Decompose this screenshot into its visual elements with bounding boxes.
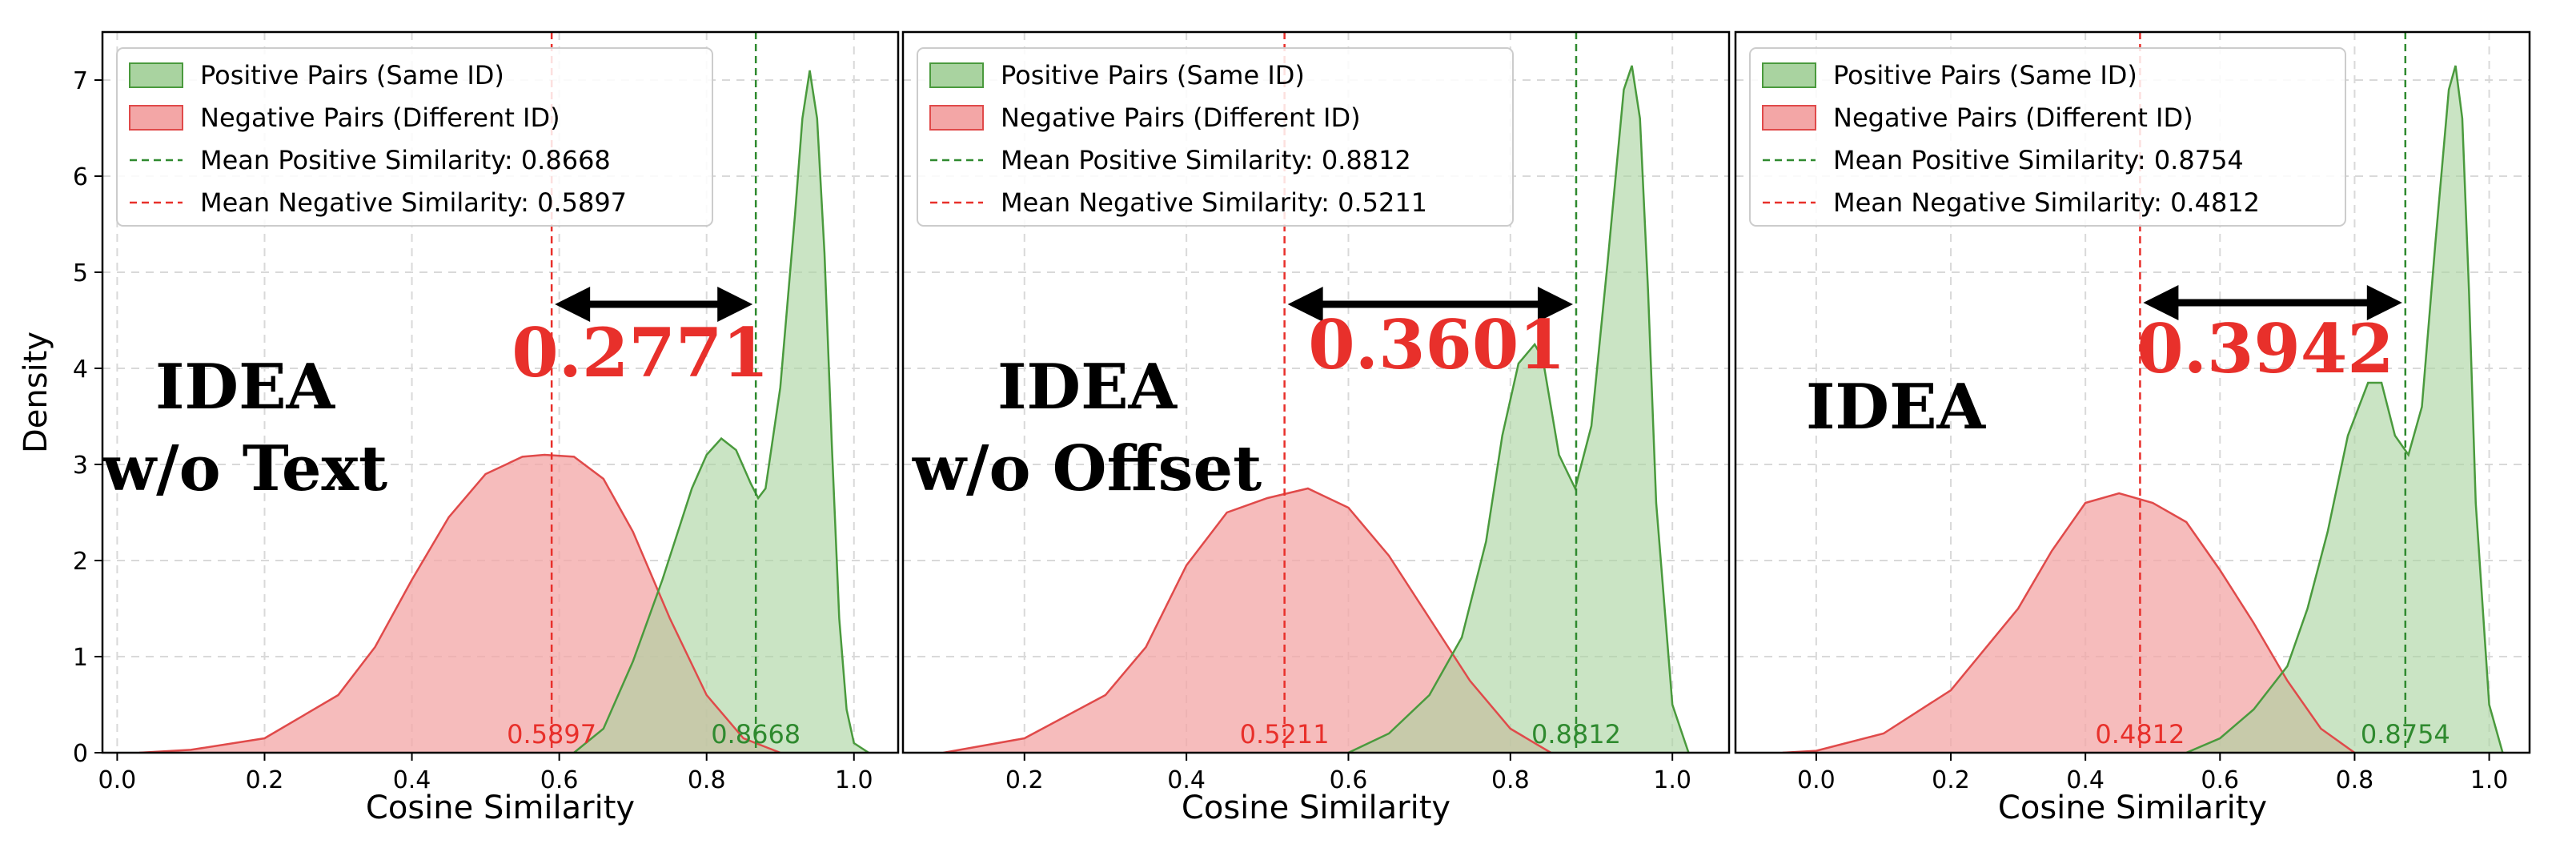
chart-panel-1: 0.5897 0.8668 0.0 0.2 0.4 0.6 0.8 1.0 0 1 2 3 4 5 6 7 Co… xyxy=(18,30,900,826)
positive-density-line xyxy=(573,70,869,753)
x-tick-label-3: 0.6 xyxy=(2201,766,2239,794)
mean-negative-value: 0.4812 xyxy=(2095,719,2185,750)
chart-panel-2: 0.5211 0.8812 0.2 0.4 0.6 0.8 1.0 Cosine Simila… xyxy=(901,30,1731,826)
density-areas xyxy=(943,65,1690,753)
legend-swatch-positive xyxy=(129,62,183,88)
legend-entry-2: Mean Positive Similarity: 0.8754 xyxy=(1833,145,2244,175)
legend-entry-1: Negative Pairs (Different ID) xyxy=(200,102,560,133)
x-tick-label-1: 0.2 xyxy=(246,766,284,794)
density-areas xyxy=(1782,65,2504,753)
x-axis-title: Cosine Similarity xyxy=(366,790,635,826)
arrow-head-left xyxy=(555,287,591,322)
density-areas xyxy=(138,70,869,753)
legend-swatch-negative xyxy=(129,105,183,131)
mean-positive-value: 0.8812 xyxy=(1531,719,1621,750)
legend-entry-0: Positive Pairs (Same ID) xyxy=(200,60,504,90)
legend-box xyxy=(116,47,713,227)
chart-panel-3: 0.4812 0.8754 0.0 0.2 0.4 0.6 0.8 1.0 Cosine Sim… xyxy=(1734,30,2531,826)
mean-gap-arrow xyxy=(2143,285,2402,320)
x-axis-title: Cosine Similarity xyxy=(1998,790,2267,826)
negative-density-area xyxy=(943,488,1551,753)
positive-density-area xyxy=(2186,66,2503,753)
legend-entry-2: Mean Positive Similarity: 0.8668 xyxy=(200,145,611,175)
x-tick-label-3: 0.8 xyxy=(1491,766,1530,794)
legend-swatch-positive xyxy=(929,62,984,88)
legend-box xyxy=(917,47,1514,227)
negative-density-area xyxy=(139,455,780,753)
y-tick-label-7: 7 xyxy=(73,67,88,95)
x-tick-label-2: 0.4 xyxy=(393,766,431,794)
arrow-head-right xyxy=(1537,287,1573,322)
mean-positive-value: 0.8754 xyxy=(2361,719,2450,750)
x-tick-label-0: 0.2 xyxy=(1005,766,1044,794)
panel-label-line-0: IDEA xyxy=(1806,371,1987,444)
legend-box xyxy=(1749,47,2346,227)
legend-entry-3: Mean Negative Similarity: 0.5897 xyxy=(200,187,627,218)
y-tick-label-6: 6 xyxy=(73,163,88,191)
x-tick-label-0: 0.0 xyxy=(98,766,137,794)
x-tick-label-4: 0.8 xyxy=(2336,766,2374,794)
legend: Positive Pairs (Same ID) Negative Pairs (… xyxy=(917,47,1514,227)
legend-entry-1: Negative Pairs (Different ID) xyxy=(1001,102,1361,133)
legend: Positive Pairs (Same ID) Negative Pairs (… xyxy=(116,47,713,227)
y-tick-label-3: 3 xyxy=(73,452,88,480)
legend: Positive Pairs (Same ID) Negative Pairs (… xyxy=(1749,47,2346,227)
x-tick-label-5: 1.0 xyxy=(835,766,873,794)
arrow-head-left xyxy=(1287,287,1323,322)
legend-entry-0: Positive Pairs (Same ID) xyxy=(1833,60,2137,90)
x-tick-label-2: 0.6 xyxy=(1330,766,1368,794)
x-tick-label-3: 0.6 xyxy=(540,766,579,794)
negative-density-line xyxy=(138,453,781,753)
y-tick-label-5: 5 xyxy=(73,259,88,287)
x-tick-label-2: 0.4 xyxy=(2066,766,2105,794)
panel-label-line-0: IDEA xyxy=(155,351,336,424)
legend-entry-1: Negative Pairs (Different ID) xyxy=(1833,102,2193,133)
panel-label-line-1: w/o Text xyxy=(102,432,387,505)
panel-label-line-0: IDEA xyxy=(997,351,1178,424)
x-tick-label-4: 1.0 xyxy=(1653,766,1691,794)
positive-density-line xyxy=(2185,65,2504,753)
legend-swatch-negative xyxy=(1762,105,1816,131)
mean-negative-value: 0.5211 xyxy=(1240,719,1330,750)
legend-entry-0: Positive Pairs (Same ID) xyxy=(1001,60,1305,90)
x-tick-label-1: 0.2 xyxy=(1932,766,1970,794)
x-tick-label-1: 0.4 xyxy=(1167,766,1206,794)
y-tick-label-4: 4 xyxy=(73,356,88,384)
x-tick-label-4: 0.8 xyxy=(688,766,726,794)
plot-frame xyxy=(901,30,1731,754)
mean-positive-value: 0.8668 xyxy=(711,719,800,750)
gap-value-label: 0.3601 xyxy=(1308,305,1565,384)
legend-entry-3: Mean Negative Similarity: 0.4812 xyxy=(1833,187,2260,218)
x-tick-label-5: 1.0 xyxy=(2470,766,2509,794)
mean-negative-value: 0.5897 xyxy=(507,719,596,750)
panel-label-line-1: w/o Offset xyxy=(912,432,1262,505)
mean-gap-arrow xyxy=(1287,287,1573,322)
gap-value-label: 0.2771 xyxy=(512,313,768,392)
x-axis-title: Cosine Similarity xyxy=(1182,790,1451,826)
y-tick-label-0: 0 xyxy=(73,740,88,768)
positive-density-area xyxy=(574,70,869,753)
arrow-head-left xyxy=(2143,285,2179,320)
positive-density-line xyxy=(1347,65,1690,753)
legend-swatch-positive xyxy=(1762,62,1816,88)
legend-entry-3: Mean Negative Similarity: 0.5211 xyxy=(1001,187,1427,218)
y-axis-title: Density xyxy=(18,332,54,453)
negative-density-line xyxy=(1782,492,2356,753)
positive-density-area xyxy=(1348,66,1689,753)
arrow-head-right xyxy=(2366,285,2402,320)
gap-value-label: 0.3942 xyxy=(2137,309,2393,388)
mean-gap-arrow xyxy=(555,287,753,322)
arrow-head-right xyxy=(717,287,753,322)
y-tick-label-1: 1 xyxy=(73,644,88,672)
x-tick-label-0: 0.0 xyxy=(1797,766,1836,794)
y-tick-label-2: 2 xyxy=(73,548,88,576)
plot-frame xyxy=(1734,30,2531,754)
plot-frame xyxy=(101,30,900,754)
negative-density-area xyxy=(1782,493,2355,753)
legend-swatch-negative xyxy=(929,105,984,131)
legend-entry-2: Mean Positive Similarity: 0.8812 xyxy=(1001,145,1411,175)
negative-density-line xyxy=(943,487,1552,753)
